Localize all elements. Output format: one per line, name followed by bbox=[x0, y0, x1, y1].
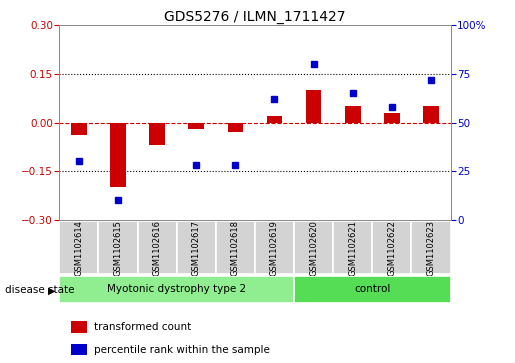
Text: GSM1102614: GSM1102614 bbox=[74, 220, 83, 276]
Bar bbox=[149, 122, 165, 145]
Bar bbox=[255, 221, 294, 274]
Bar bbox=[345, 106, 360, 122]
Text: control: control bbox=[354, 285, 390, 294]
Bar bbox=[411, 221, 451, 274]
Bar bbox=[138, 221, 177, 274]
Title: GDS5276 / ILMN_1711427: GDS5276 / ILMN_1711427 bbox=[164, 11, 346, 24]
Text: GSM1102622: GSM1102622 bbox=[387, 220, 397, 276]
Text: disease state: disease state bbox=[5, 285, 75, 295]
Bar bbox=[384, 113, 400, 122]
Bar bbox=[333, 221, 372, 274]
Text: percentile rank within the sample: percentile rank within the sample bbox=[94, 345, 270, 355]
Text: Myotonic dystrophy type 2: Myotonic dystrophy type 2 bbox=[107, 285, 246, 294]
Bar bbox=[372, 221, 411, 274]
Bar bbox=[71, 321, 87, 333]
Bar bbox=[294, 276, 451, 303]
Bar bbox=[71, 122, 87, 135]
Bar bbox=[423, 106, 439, 122]
Text: GSM1102617: GSM1102617 bbox=[192, 220, 201, 276]
Bar bbox=[267, 116, 282, 122]
Text: GSM1102619: GSM1102619 bbox=[270, 220, 279, 276]
Bar bbox=[71, 344, 87, 355]
Text: GSM1102618: GSM1102618 bbox=[231, 220, 240, 276]
Text: GSM1102623: GSM1102623 bbox=[426, 220, 436, 276]
Text: ▶: ▶ bbox=[48, 285, 56, 295]
Bar bbox=[98, 221, 138, 274]
Bar bbox=[177, 221, 216, 274]
Bar bbox=[59, 276, 294, 303]
Bar bbox=[59, 221, 98, 274]
Bar bbox=[110, 122, 126, 187]
Bar bbox=[306, 90, 321, 122]
Bar bbox=[188, 122, 204, 129]
Bar bbox=[228, 122, 243, 132]
Text: GSM1102620: GSM1102620 bbox=[309, 220, 318, 276]
Text: transformed count: transformed count bbox=[94, 322, 192, 333]
Bar bbox=[294, 221, 333, 274]
Text: GSM1102621: GSM1102621 bbox=[348, 220, 357, 276]
Bar bbox=[216, 221, 255, 274]
Text: GSM1102616: GSM1102616 bbox=[152, 220, 162, 276]
Text: GSM1102615: GSM1102615 bbox=[113, 220, 123, 276]
